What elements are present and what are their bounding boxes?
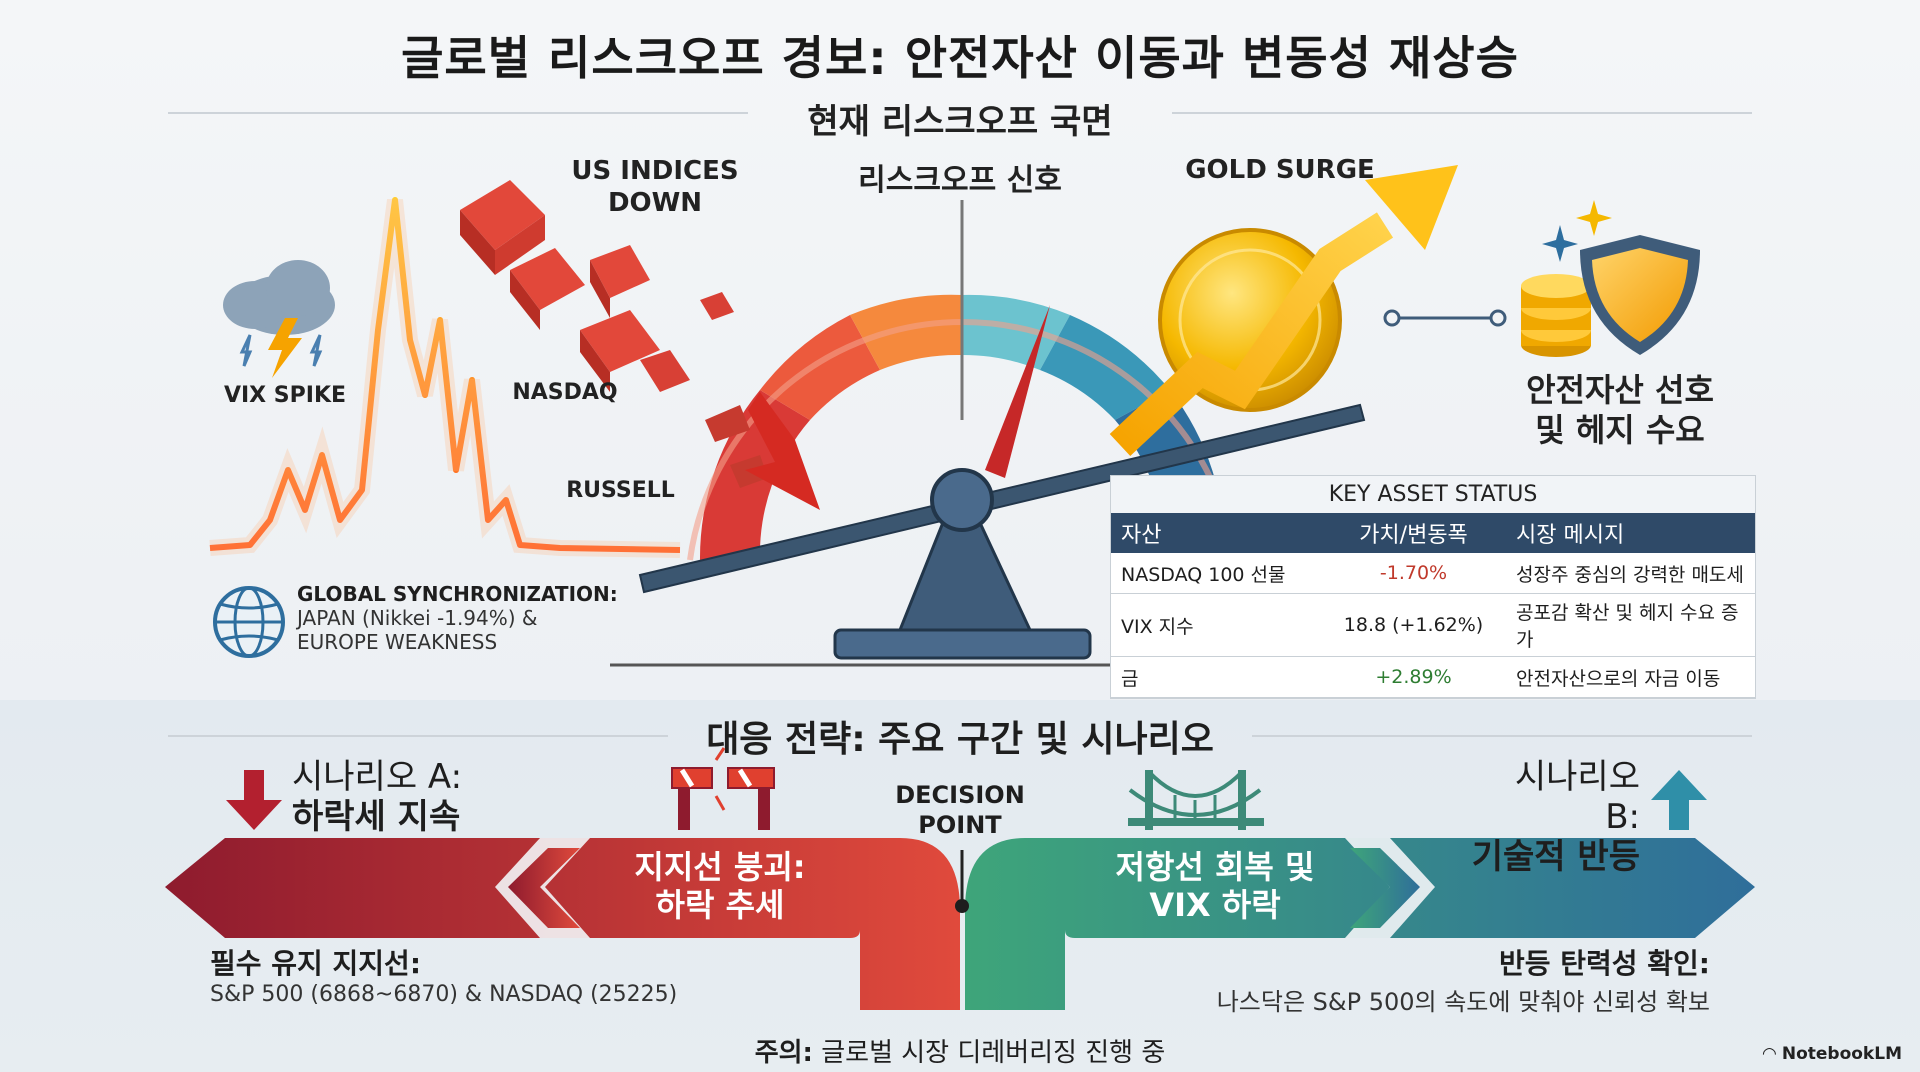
section-subtitle: 현재 리스크오프 국면 (807, 102, 1113, 142)
support-title: 필수 유지 지지선: (210, 947, 422, 980)
message-cell: 성장주 중심의 강력한 매도세 (1506, 553, 1755, 594)
strategy-title: 대응 전략: 주요 구간 및 시나리오 (706, 719, 1214, 760)
asset-cell: NASDAQ 100 선물 (1111, 553, 1321, 594)
table-row: VIX 지수 18.8 (+1.62%) 공포감 확산 및 헤지 수요 증가 (1111, 593, 1755, 657)
value-cell: +2.89% (1321, 656, 1506, 698)
brand-label: NotebookLM (1781, 1044, 1902, 1064)
scenario-a-prefix: 시나리오 A: (292, 757, 463, 797)
divider-left (168, 112, 748, 114)
message-cell: 안전자산으로의 자금 이동 (1506, 656, 1755, 698)
storm-cloud-icon (223, 260, 335, 378)
table-row: 금 +2.89% 안전자산으로의 자금 이동 (1111, 656, 1755, 698)
caution-text: 글로벌 시장 디레버리징 진행 중 (821, 1038, 1166, 1068)
risk-off-signal-label: 리스크오프 신호 (858, 163, 1062, 198)
down-arrow-icon (226, 770, 282, 830)
sparkle-icon (1542, 200, 1612, 262)
scenario-paths (165, 747, 1755, 1010)
safe-haven-label: 안전자산 선호 및 헤지 수요 (1526, 371, 1714, 449)
key-asset-status-title: KEY ASSET STATUS (1328, 482, 1538, 507)
global-sync-title: GLOBAL SYNCHRONIZATION: (297, 582, 618, 606)
strategy-divider-right (1252, 735, 1752, 737)
notebooklm-logo-icon: ◠ (1762, 1044, 1782, 1064)
column-header-asset: 자산 (1111, 513, 1321, 553)
falling-blocks-icon (460, 180, 820, 510)
value-cell: 18.8 (+1.62%) (1321, 593, 1506, 657)
table-header-row: 자산 가치/변동폭 시장 메시지 (1111, 513, 1755, 553)
column-header-message: 시장 메시지 (1506, 513, 1755, 553)
asset-cell: 금 (1111, 656, 1321, 698)
russell-label: RUSSELL (566, 478, 675, 503)
rebound-title: 반등 탄력성 확인: (1498, 947, 1710, 980)
decision-point-label: DECISION POINT (895, 781, 1025, 839)
broken-barrier-icon (671, 747, 775, 830)
gauge-needle (985, 305, 1050, 478)
key-asset-table: 자산 가치/변동폭 시장 메시지 NASDAQ 100 선물 -1.70% 성장… (1111, 513, 1755, 698)
seesaw-balance (610, 403, 1366, 667)
strategy-divider-left (168, 735, 668, 737)
us-indices-label: US INDICES DOWN (571, 156, 739, 218)
scenario-a-name: 하락세 지속 (292, 797, 461, 837)
globe-icon (213, 586, 285, 658)
scenario-b-label: 시나리오 B: 기술적 반등 (1470, 757, 1640, 877)
caution-label: 주의: (754, 1038, 813, 1068)
shield-icon (1580, 235, 1700, 355)
value-cell: -1.70% (1321, 553, 1506, 594)
gold-surge-label: GOLD SURGE (1185, 155, 1375, 185)
bridge-icon (1128, 770, 1264, 830)
support-note: 필수 유지 지지선: S&P 500 (6868~6870) & NASDAQ … (210, 942, 677, 1007)
scenario-b-name: 기술적 반등 (1471, 837, 1640, 877)
support-detail: S&P 500 (6868~6870) & NASDAQ (25225) (210, 982, 678, 1007)
global-sync-line-1: JAPAN (Nikkei -1.94%) & (297, 606, 538, 630)
up-arrow-icon (1651, 770, 1707, 830)
gold-up-arrow (1109, 212, 1394, 456)
page-title: 글로벌 리스크오프 경보: 안전자산 이동과 변동성 재상승 (401, 31, 1519, 85)
value-cell-text: 18.8 (+1.62%) (1343, 614, 1484, 636)
key-asset-status-panel: KEY ASSET STATUS 자산 가치/변동폭 시장 메시지 NASDAQ… (1110, 475, 1756, 699)
divider-right (1172, 112, 1752, 114)
vix-spike-label: VIX SPIKE (223, 383, 347, 408)
caution-footer: 주의: 글로벌 시장 디레버리징 진행 중 (0, 1032, 1920, 1069)
rebound-detail: 나스닥은 S&P 500의 속도에 맞춰야 신뢰성 확보 (1216, 988, 1710, 1016)
scenario-b-prefix: 시나리오 B: (1514, 757, 1640, 837)
rebound-note: 반등 탄력성 확인: 나스닥은 S&P 500의 속도에 맞춰야 신뢰성 확보 (1100, 942, 1710, 1017)
table-row: NASDAQ 100 선물 -1.70% 성장주 중심의 강력한 매도세 (1111, 553, 1755, 594)
coin-stack-icon (1521, 274, 1591, 357)
connector-line (1383, 309, 1507, 327)
message-cell: 공포감 확산 및 헤지 수요 증가 (1506, 593, 1755, 657)
right-arrow-text: 저항선 회복 및 VIX 하락 (1115, 848, 1315, 924)
global-sync-line-2: EUROPE WEAKNESS (297, 630, 498, 654)
brand-badge: ◠ NotebookLM (1763, 1044, 1902, 1064)
global-sync-block: GLOBAL SYNCHRONIZATION: JAPAN (Nikkei -1… (297, 582, 657, 654)
scenario-a-label: 시나리오 A: 하락세 지속 (292, 757, 462, 837)
nasdaq-label: NASDAQ (512, 380, 618, 405)
column-header-value: 가치/변동폭 (1321, 513, 1506, 553)
decision-point-marker (955, 899, 969, 913)
left-arrow-text: 지지선 붕괴: 하락 추세 (634, 848, 806, 924)
vix-spike-line (209, 197, 681, 553)
asset-cell: VIX 지수 (1111, 593, 1321, 657)
